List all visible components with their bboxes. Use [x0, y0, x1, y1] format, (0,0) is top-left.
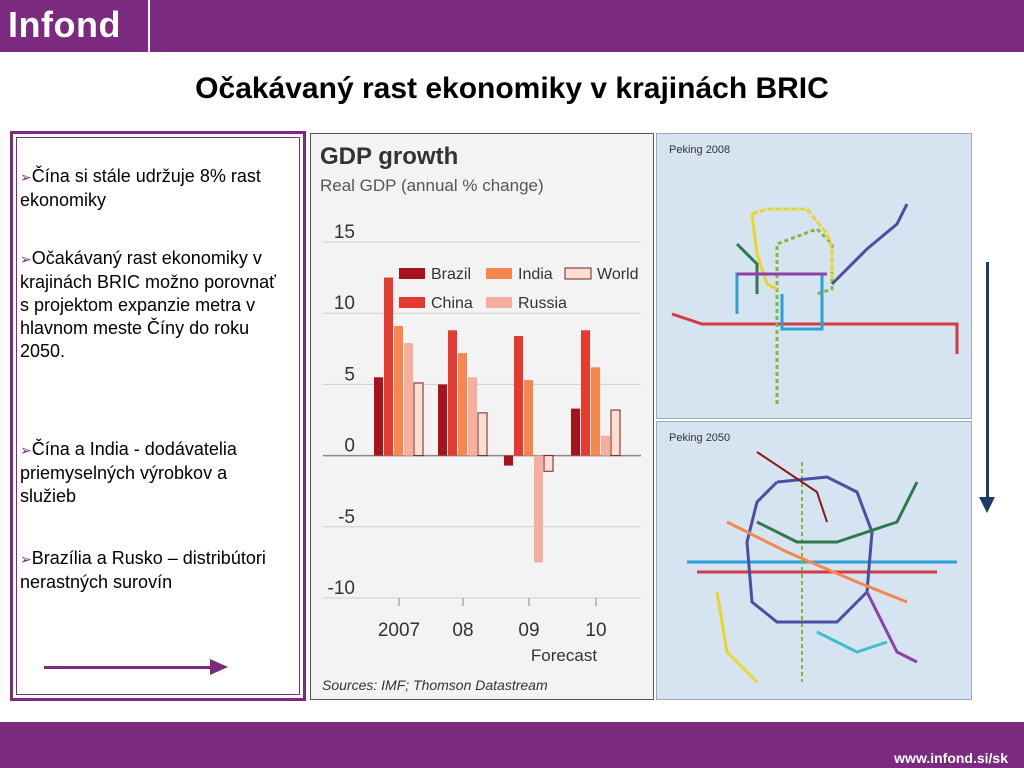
- bar-russia: [534, 455, 543, 563]
- legend-label: Russia: [518, 295, 567, 312]
- x-tick-label: 08: [452, 620, 473, 641]
- x-tick-label: 2007: [378, 620, 420, 641]
- bullet-item: ➢Čína a India - dodávatelia priemyselnýc…: [20, 438, 288, 508]
- legend-label: Brazil: [431, 266, 471, 283]
- bullet-text: Čína a India - dodávatelia priemyselných…: [20, 439, 237, 506]
- bar-brazil: [438, 384, 447, 456]
- bar-russia: [404, 343, 413, 456]
- right-arrow-head-icon: [210, 659, 228, 675]
- y-tick-label: 0: [344, 436, 355, 457]
- bar-russia: [468, 377, 477, 456]
- arrow-bullet-icon: ➢: [20, 551, 32, 567]
- chart-bars: [374, 277, 621, 563]
- bullet-text: Očakávaný rast ekonomiky v krajinách BRI…: [20, 248, 276, 361]
- metro-lines-2008-graphic: [671, 203, 959, 404]
- y-axis-tick-labels: 15 10 5 0 -5 -10: [328, 222, 355, 599]
- y-tick-label: 15: [334, 222, 355, 243]
- metro-map-2050: Peking 2050: [656, 421, 972, 700]
- y-tick-label: 5: [344, 364, 355, 385]
- header-bar: [0, 0, 1024, 52]
- logo[interactable]: Infond: [0, 0, 150, 52]
- y-tick-label: 10: [334, 293, 355, 314]
- chart-title: GDP growth: [320, 143, 458, 170]
- bullet-item: ➢Čína si stále udržuje 8% rast ekonomiky: [20, 165, 288, 212]
- bar-china: [514, 335, 523, 456]
- bar-world: [610, 409, 621, 457]
- metro-map-2008: Peking 2008: [656, 133, 972, 419]
- down-arrow-icon: [986, 262, 989, 497]
- bar-india: [458, 353, 467, 456]
- x-tick-label: 09: [518, 620, 539, 641]
- bar-brazil: [374, 377, 383, 456]
- bullet-item: ➢Brazília a Rusko – distribútori nerastn…: [20, 547, 288, 594]
- bar-world: [413, 382, 424, 457]
- bullet-item: ➢Očakávaný rast ekonomiky v krajinách BR…: [20, 247, 288, 363]
- legend-swatch: [486, 268, 512, 279]
- x-tick-label: 10: [585, 620, 606, 641]
- bar-india: [524, 380, 533, 456]
- legend-swatch: [486, 297, 512, 308]
- bullet-text-box: [10, 131, 306, 701]
- bullet-text-box-inner-border: [16, 137, 300, 695]
- bullet-text: Čína si stále udržuje 8% rast ekonomiky: [20, 166, 261, 210]
- footer-url[interactable]: www.infond.si/sk: [894, 750, 1008, 766]
- legend-label: India: [518, 266, 553, 283]
- bar-india: [394, 326, 403, 456]
- bar-india: [591, 367, 600, 456]
- legend-label: World: [597, 266, 639, 283]
- bar-brazil: [504, 455, 513, 466]
- arrow-bullet-icon: ➢: [20, 169, 32, 185]
- gdp-chart: GDP growth Real GDP (annual % change) 15…: [320, 143, 641, 693]
- arrow-bullet-icon: ➢: [20, 251, 32, 267]
- bar-russia: [601, 435, 610, 456]
- legend-label: China: [431, 295, 473, 312]
- bar-world: [543, 455, 554, 472]
- slide-title: Očakávaný rast ekonomiky v krajinách BRI…: [195, 72, 829, 105]
- bullet-text: Brazília a Rusko – distribútori nerastný…: [20, 548, 266, 592]
- y-tick-label: -10: [328, 578, 355, 599]
- footer-bar: [0, 722, 1024, 768]
- bar-world: [477, 412, 488, 457]
- forecast-label: Forecast: [531, 646, 597, 665]
- x-axis-tick-labels: 2007 08 09 10: [378, 598, 607, 641]
- legend-swatch: [399, 268, 425, 279]
- down-arrow-head-icon: [979, 497, 995, 513]
- gdp-chart-panel: GDP growth Real GDP (annual % change) 15…: [310, 133, 654, 700]
- legend-swatch: [399, 297, 425, 308]
- metro-lines-2050-graphic: [687, 451, 957, 684]
- chart-source: Sources: IMF; Thomson Datastream: [322, 677, 548, 693]
- legend-swatch: [564, 267, 592, 280]
- map-label: Peking 2050: [669, 432, 731, 444]
- chart-legend: Brazil India World China Russia: [399, 266, 639, 312]
- bar-china: [581, 330, 590, 456]
- logo-text: Infond: [8, 4, 121, 45]
- chart-subtitle: Real GDP (annual % change): [320, 176, 544, 195]
- y-tick-label: -5: [338, 507, 355, 528]
- arrow-bullet-icon: ➢: [20, 442, 32, 458]
- bar-brazil: [571, 408, 580, 456]
- bar-china: [384, 277, 393, 456]
- map-label: Peking 2008: [669, 144, 731, 156]
- bar-china: [448, 330, 457, 456]
- right-arrow-icon: [44, 666, 214, 669]
